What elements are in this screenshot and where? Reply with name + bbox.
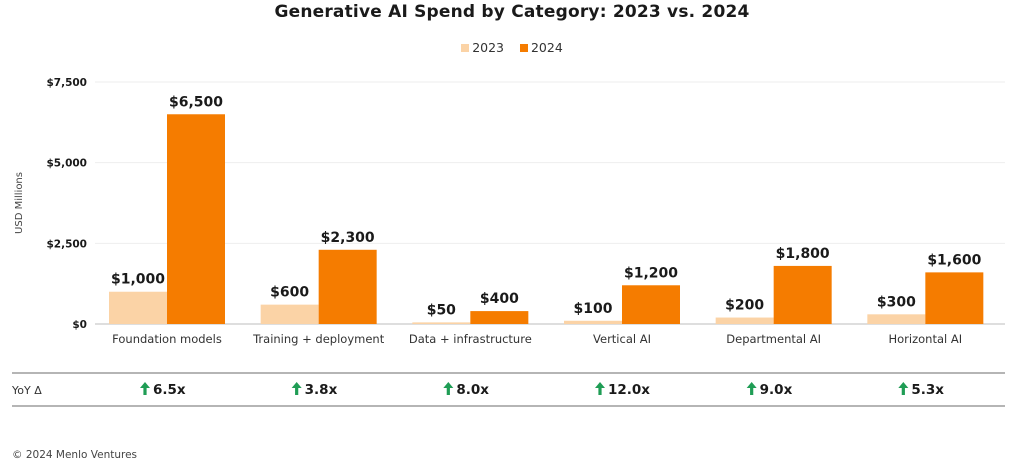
y-tick-label: $5,000 xyxy=(46,158,87,170)
x-tick-label: Training + deployment xyxy=(252,332,385,346)
bar-2024-1 xyxy=(167,114,225,325)
yoy-value: 9.0x xyxy=(760,382,793,398)
chart-title: Generative AI Spend by Category: 2023 vs… xyxy=(274,2,750,22)
up-arrow-icon xyxy=(443,382,454,395)
data-label-2024: $1,200 xyxy=(624,265,678,281)
bar-2024-4 xyxy=(622,285,680,324)
x-tick-label: Horizontal AI xyxy=(889,332,963,346)
bar-chart: $0 $2,500 $5,000 $7,500 USD Millions $1,000 $6… xyxy=(11,77,1005,407)
yoy-value: 8.0x xyxy=(456,382,489,398)
bar-2024-6 xyxy=(925,272,984,324)
legend-label-2024: 2024 xyxy=(530,40,563,55)
up-arrow-icon xyxy=(140,382,150,395)
up-arrow-icon xyxy=(898,382,909,395)
bar-2023-6 xyxy=(867,314,926,324)
data-label-2024: $400 xyxy=(480,291,519,307)
bar-2024-3 xyxy=(470,311,529,324)
data-label-2023: $50 xyxy=(427,302,456,318)
y-tick-label: $7,500 xyxy=(46,77,87,89)
bar-2024-2 xyxy=(318,249,377,324)
bar-2023-5 xyxy=(715,317,774,324)
bar-2023-3 xyxy=(412,322,471,324)
legend-swatch-2023 xyxy=(461,43,470,52)
data-label-2023: $300 xyxy=(877,294,916,310)
up-arrow-icon xyxy=(746,382,757,395)
data-label-2024: $1,600 xyxy=(927,252,981,268)
data-label-2023: $1,000 xyxy=(111,272,165,288)
data-label-2023: $100 xyxy=(574,301,613,317)
bar-2023-1 xyxy=(109,291,167,324)
up-arrow-icon xyxy=(291,382,302,395)
yoy-value: 3.8x xyxy=(305,382,338,398)
y-tick-label: $2,500 xyxy=(46,238,87,250)
legend-item-2023: 2023 xyxy=(461,40,504,55)
y-tick-label: $0 xyxy=(72,319,87,331)
bar-2023-4 xyxy=(564,320,622,324)
data-label-2023: $200 xyxy=(725,298,764,314)
yoy-row-label: YoY Δ xyxy=(11,384,42,397)
data-label-2024: $1,800 xyxy=(776,246,830,262)
data-label-2024: $2,300 xyxy=(321,230,375,246)
legend-item-2024: 2024 xyxy=(519,40,563,55)
x-tick-label: Data + infrastructure xyxy=(409,332,532,346)
copyright-footer: © 2024 Menlo Ventures xyxy=(12,449,138,461)
up-arrow-icon xyxy=(595,382,605,395)
legend: 2023 2024 xyxy=(0,40,1024,55)
legend-label-2023: 2023 xyxy=(472,40,504,55)
x-tick-label: Foundation models xyxy=(112,332,222,346)
yoy-value: 12.0x xyxy=(608,382,650,398)
data-label-2023: $600 xyxy=(270,285,309,301)
bar-2023-2 xyxy=(260,304,319,324)
y-axis-title: USD Millions xyxy=(14,172,25,234)
bar-2024-5 xyxy=(773,265,832,324)
x-tick-label: Vertical AI xyxy=(593,332,651,346)
data-label-2024: $6,500 xyxy=(169,94,223,110)
x-tick-label: Departmental AI xyxy=(726,332,821,346)
legend-swatch-2024 xyxy=(519,43,528,52)
yoy-value: 5.3x xyxy=(911,382,944,398)
yoy-value: 6.5x xyxy=(153,382,186,398)
